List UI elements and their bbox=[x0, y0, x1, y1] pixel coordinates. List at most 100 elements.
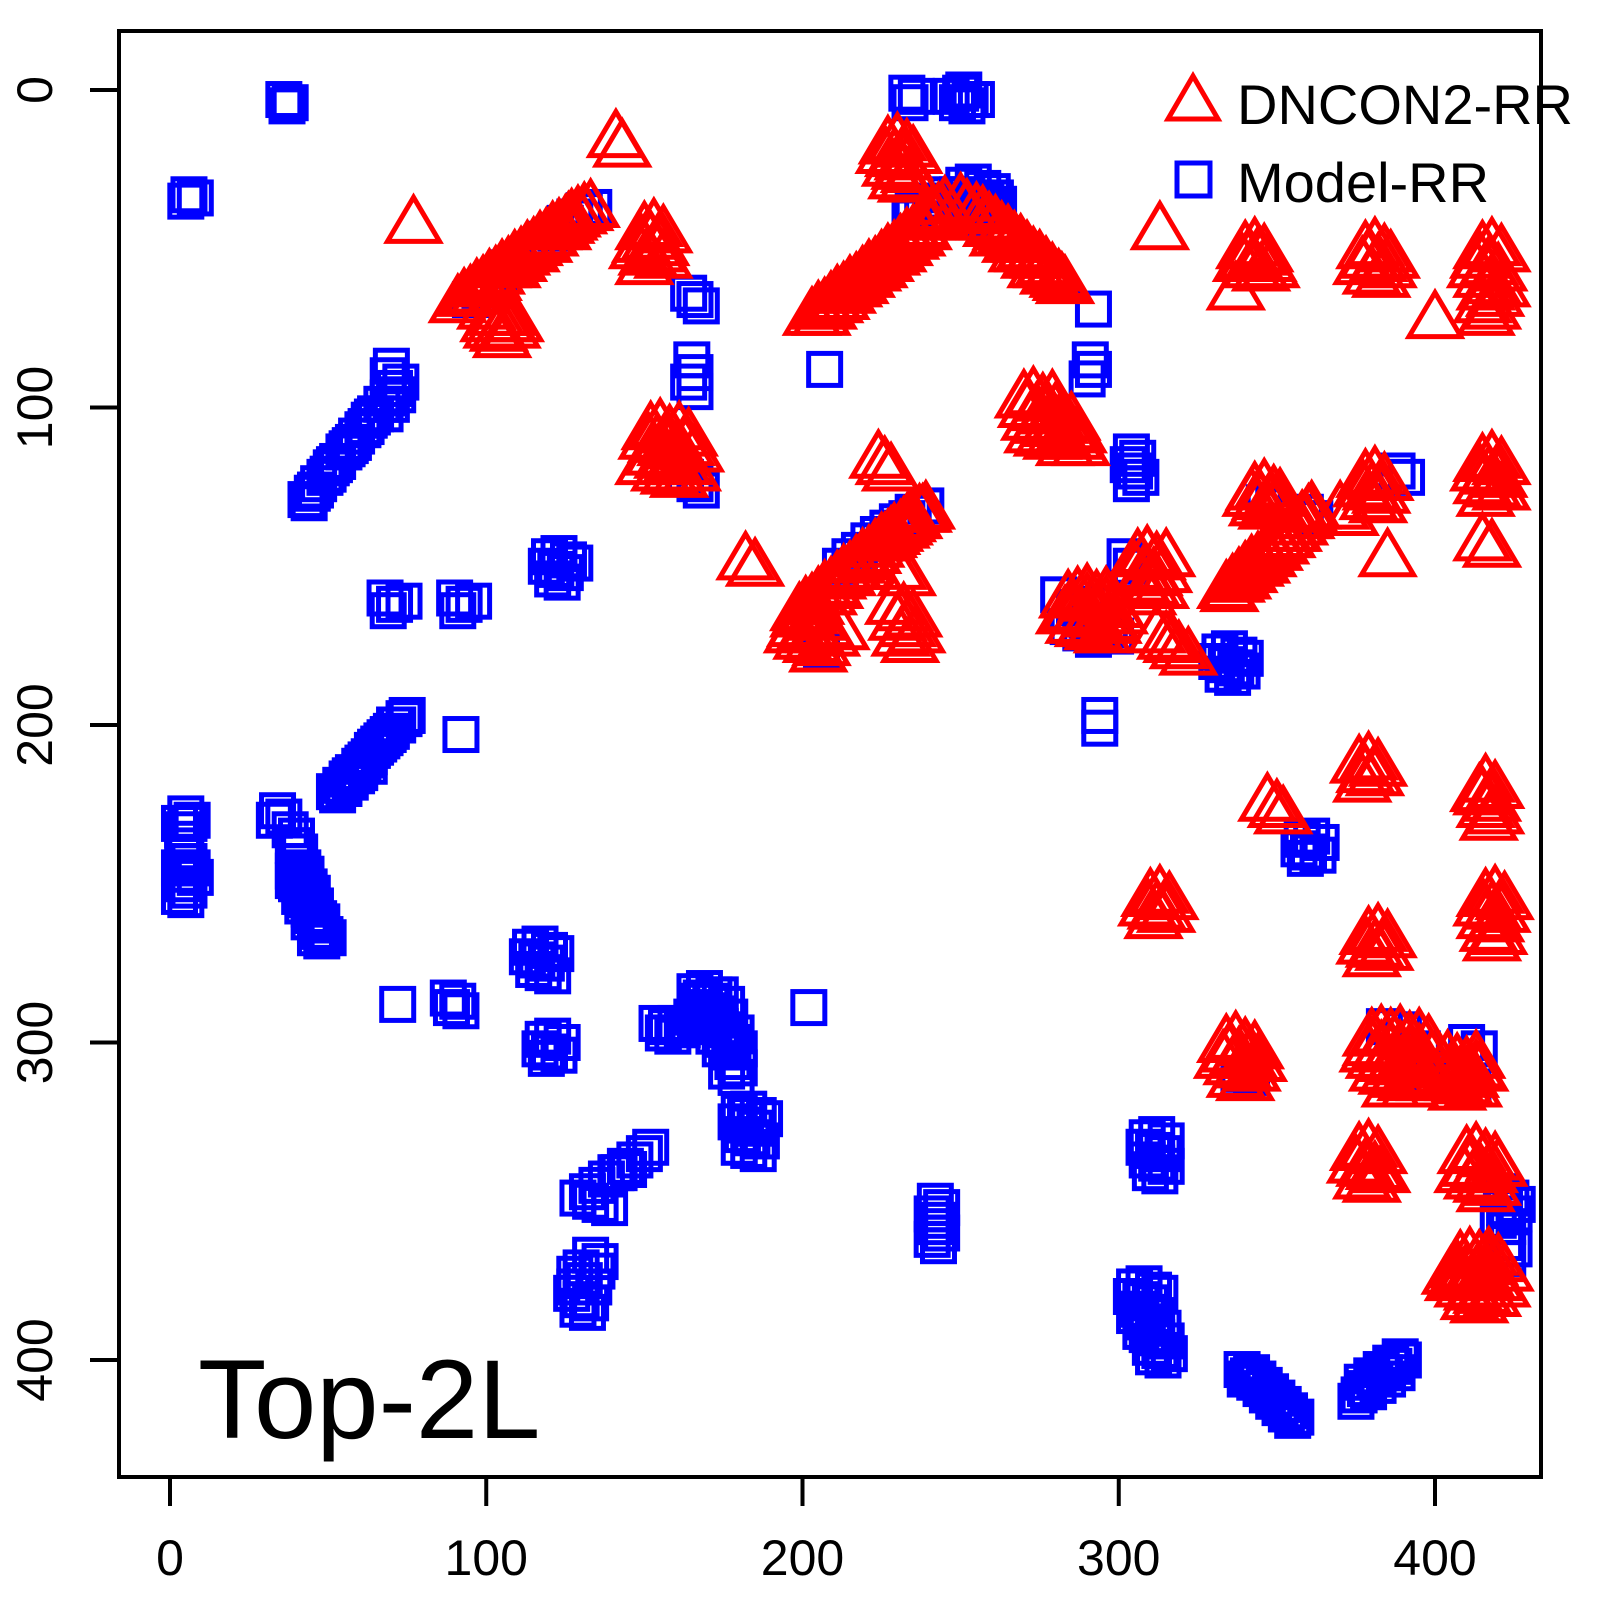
data-point-square bbox=[344, 744, 382, 782]
data-point-triangle bbox=[1448, 440, 1510, 492]
data-point-triangle bbox=[607, 217, 669, 270]
data-point-square bbox=[265, 798, 303, 836]
data-point-triangle bbox=[762, 602, 824, 654]
data-point-square bbox=[388, 696, 426, 734]
data-point-triangle bbox=[1129, 198, 1191, 251]
data-point-square bbox=[303, 922, 341, 960]
data-point-square bbox=[1359, 1366, 1397, 1404]
data-point-square bbox=[559, 1290, 597, 1328]
data-point-triangle bbox=[866, 221, 928, 273]
data-point-square bbox=[331, 757, 369, 795]
x-tick-label: 300 bbox=[1077, 1530, 1160, 1586]
data-point-square bbox=[527, 1039, 565, 1077]
data-point-square bbox=[379, 985, 417, 1023]
data-point-square bbox=[891, 84, 929, 122]
data-point-triangle bbox=[1331, 751, 1393, 803]
data-point-square bbox=[265, 81, 303, 119]
data-point-square bbox=[436, 579, 474, 617]
data-point-square bbox=[1074, 290, 1112, 328]
data-point-square bbox=[676, 373, 714, 411]
data-point-square bbox=[176, 179, 214, 217]
data-point-square bbox=[167, 182, 205, 220]
data-point-square bbox=[540, 1036, 578, 1074]
data-point-square bbox=[1122, 458, 1160, 496]
data-point-square bbox=[524, 954, 562, 992]
data-point-square bbox=[537, 550, 575, 588]
x-tick-label: 100 bbox=[445, 1530, 528, 1586]
data-point-square bbox=[568, 1293, 606, 1331]
x-tick-label: 400 bbox=[1393, 1530, 1476, 1586]
data-point-square bbox=[1081, 709, 1119, 747]
data-point-square bbox=[1081, 696, 1119, 734]
data-point-square bbox=[546, 554, 584, 592]
data-point-triangle bbox=[1335, 1135, 1396, 1187]
data-point-triangle bbox=[791, 284, 852, 336]
data-point-triangle bbox=[1006, 236, 1067, 289]
data-point-square bbox=[363, 722, 401, 760]
data-point-square bbox=[957, 81, 995, 119]
data-point-square bbox=[170, 871, 208, 909]
data-point-square bbox=[938, 84, 976, 122]
data-point-triangle bbox=[996, 376, 1058, 428]
data-point-triangle bbox=[553, 179, 615, 232]
data-point-triangle bbox=[1455, 1160, 1516, 1213]
data-point-triangle bbox=[1240, 236, 1301, 289]
x-tick-label: 200 bbox=[761, 1530, 844, 1586]
data-point-triangle bbox=[1123, 887, 1184, 940]
data-point-triangle bbox=[1461, 516, 1523, 568]
data-point-square bbox=[1141, 1157, 1179, 1195]
y-tick-label: 300 bbox=[7, 1001, 63, 1084]
data-point-square bbox=[581, 1185, 619, 1223]
data-point-square bbox=[1299, 836, 1337, 874]
data-point-square bbox=[369, 592, 407, 630]
data-point-square bbox=[1112, 465, 1150, 503]
data-point-triangle bbox=[1404, 287, 1466, 340]
data-point-triangle bbox=[860, 224, 922, 276]
data-point-triangle bbox=[848, 236, 909, 289]
data-point-triangle bbox=[1398, 1043, 1460, 1095]
data-point-square bbox=[897, 77, 935, 115]
data-point-triangle bbox=[1417, 1046, 1479, 1098]
data-point-square bbox=[600, 1154, 638, 1192]
data-point-square bbox=[720, 1030, 758, 1068]
data-point-square bbox=[271, 84, 309, 122]
data-point-triangle bbox=[1063, 598, 1124, 651]
data-point-square bbox=[666, 1008, 704, 1046]
data-point-triangle bbox=[876, 151, 938, 203]
data-point-triangle bbox=[639, 443, 701, 495]
data-point-square bbox=[919, 1201, 957, 1239]
data-point-square bbox=[173, 801, 211, 839]
data-point-triangle bbox=[1347, 900, 1409, 952]
data-point-square bbox=[429, 979, 467, 1017]
data-point-square bbox=[372, 347, 410, 385]
data-point-square bbox=[610, 1151, 648, 1188]
data-point-triangle bbox=[1341, 1151, 1403, 1203]
data-point-triangle bbox=[1448, 760, 1510, 813]
data-point-triangle bbox=[1455, 465, 1516, 517]
data-point-triangle bbox=[1452, 452, 1513, 505]
data-point-triangle bbox=[1255, 506, 1317, 559]
data-point-square bbox=[1290, 833, 1327, 871]
data-point-square bbox=[708, 1052, 746, 1090]
data-point-triangle bbox=[1129, 862, 1191, 914]
data-point-square bbox=[432, 989, 470, 1027]
data-point-triangle bbox=[1344, 443, 1406, 495]
data-point-square bbox=[366, 395, 404, 433]
data-point-square bbox=[442, 716, 480, 754]
data-point-square bbox=[1141, 1331, 1179, 1369]
data-point-triangle bbox=[1458, 1233, 1520, 1286]
data-point-triangle bbox=[1354, 919, 1415, 971]
legend: DNCON2-RR Model-RR bbox=[1163, 71, 1573, 214]
data-point-square bbox=[369, 357, 407, 395]
data-point-triangle bbox=[487, 230, 549, 282]
data-point-square bbox=[1223, 652, 1261, 690]
data-point-square bbox=[1074, 350, 1112, 388]
data-point-triangle bbox=[1442, 1056, 1504, 1108]
dncon2-rr-points-group bbox=[383, 106, 1535, 1324]
data-point-triangle bbox=[629, 440, 691, 492]
data-point-square bbox=[369, 716, 407, 754]
legend-marker-model-square-icon bbox=[1174, 160, 1213, 199]
data-point-triangle bbox=[1116, 563, 1178, 616]
data-point-triangle bbox=[1471, 459, 1532, 511]
